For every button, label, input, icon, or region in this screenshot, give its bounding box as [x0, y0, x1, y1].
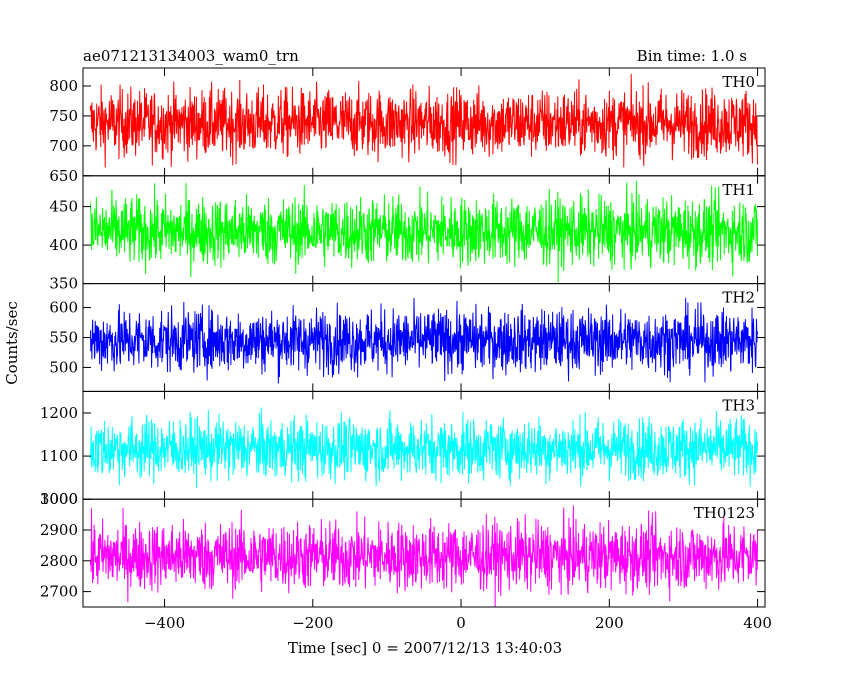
series-label-th0: TH0: [722, 73, 755, 91]
y-tick-label: 750: [49, 107, 78, 125]
y-tick-label: 350: [49, 275, 78, 293]
y-tick-label: 450: [49, 198, 78, 216]
y-tick-label: 650: [49, 167, 78, 185]
panel-frame: [82, 498, 766, 608]
x-tick-label: 200: [595, 614, 624, 632]
y-tick-label: 1200: [40, 404, 78, 422]
x-axis-label: Time [sec] 0 = 2007/12/13 13:40:03: [288, 639, 562, 657]
panel-th2: 500 550 600 TH2: [49, 283, 766, 392]
panel-th0123: 2700 2800 2900 3000 TH0123: [40, 490, 766, 608]
x-tick-label: 400: [743, 614, 772, 632]
y-tick-label: 700: [49, 137, 78, 155]
x-tick-label: 0: [456, 614, 466, 632]
series-label-th2: TH2: [722, 289, 755, 307]
y-tick-label: 800: [49, 77, 78, 95]
chart-title: ae071213134003_wam0_trn: [83, 47, 299, 65]
y-axis-label: Counts/sec: [3, 301, 21, 385]
series-line-th2: [89, 297, 759, 384]
x-tick-label: −400: [144, 614, 185, 632]
panel-th3: 1000 1100 1200 TH3: [40, 390, 766, 508]
y-tick-label: 500: [49, 358, 78, 376]
series-line-th0: [89, 73, 759, 168]
panel-th1: 350 400 450 TH1: [49, 175, 766, 293]
y-tick-label: 2700: [40, 583, 78, 601]
y-tick-label: 600: [49, 299, 78, 317]
series-line-th0123: [89, 505, 759, 608]
series-line-th3: [89, 407, 759, 488]
bin-time-label: Bin time: 1.0 s: [637, 47, 747, 65]
series-line-th1: [89, 180, 759, 283]
y-tick-label: 2900: [40, 521, 78, 539]
series-label-th3: TH3: [722, 396, 755, 414]
series-label-th1: TH1: [722, 181, 755, 199]
panel-th0: 650 700 750 800 TH0: [49, 67, 766, 185]
series-label-th0123: TH0123: [694, 504, 755, 522]
x-tick-label: −200: [292, 614, 333, 632]
chart-panels: 650 700 750 800 TH0 350 400 450 TH1 500 550 600 TH2 1…: [40, 67, 772, 632]
y-tick-label: 1100: [40, 447, 78, 465]
y-tick-label: 1000: [40, 490, 78, 508]
y-tick-label: 2800: [40, 552, 78, 570]
y-tick-label: 400: [49, 236, 78, 254]
y-tick-label: 3000: [40, 490, 78, 508]
y-tick-label: 550: [49, 329, 78, 347]
